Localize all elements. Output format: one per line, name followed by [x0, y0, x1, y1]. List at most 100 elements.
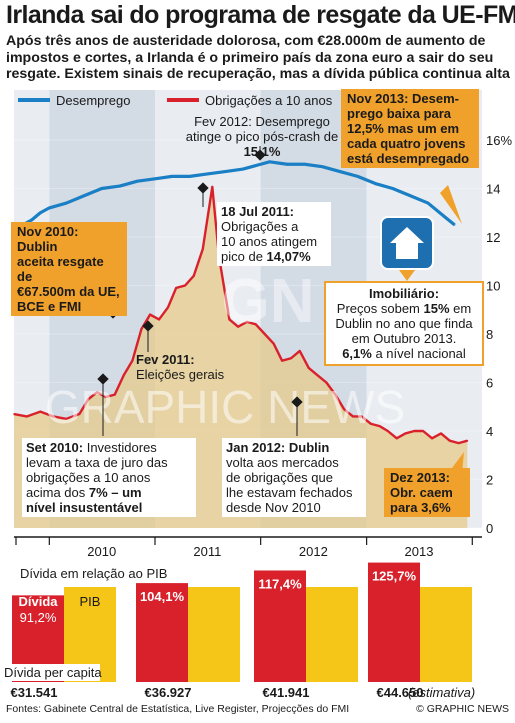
point-bonds: [325, 381, 328, 384]
point-bonds: [175, 287, 177, 289]
point-bonds: [334, 393, 337, 396]
point-bonds: [386, 430, 389, 432]
point-bonds: [65, 418, 68, 420]
annotation-set2010-line2: levam a taxa de juro das: [26, 455, 168, 470]
point-unemployment: [444, 216, 447, 219]
point-bonds: [25, 415, 28, 418]
bar-gdp-2012: [306, 587, 358, 682]
point-bonds: [378, 425, 381, 427]
annotation-nov2010-line4: BCE e FMI: [17, 299, 82, 314]
annotation-fev2012-value: 15,1%: [243, 144, 281, 159]
point-bonds: [237, 325, 239, 328]
legend: Desemprego Obrigações a 10 anos: [18, 93, 333, 108]
annotation-jul2011-line4: pico de: [221, 249, 263, 264]
point-unemployment: [83, 194, 85, 197]
point-bonds: [272, 342, 275, 345]
point-unemployment: [242, 168, 244, 170]
annotation-jan2012-line1: Jan 2012: Dublin: [226, 440, 330, 455]
annotation-jan2012: Jan 2012: Dublin volta aos mercados de o…: [222, 438, 366, 517]
annotation-nov2013-value: 12,5%: [347, 121, 384, 136]
annotation-dez2013-line3: para 3,6%: [390, 500, 451, 515]
bar-gdp-2011: [188, 587, 240, 682]
annotation-imobiliario-line2: em: [453, 301, 472, 316]
point-bonds: [422, 430, 424, 432]
series-line-bonds: [13, 185, 468, 445]
annotation-set2010: Set 2010: Investidores levam a taxa de j…: [22, 438, 196, 517]
annotation-jul2011-line2: Obrigações a: [221, 219, 299, 234]
bar-chart-title: Dívida em relação ao PIB: [20, 566, 167, 581]
point-bonds: [39, 410, 42, 413]
per-capita-value: €31.541: [11, 685, 58, 700]
y-tick-label: 2: [486, 473, 493, 488]
per-capita-value: €36.927: [145, 685, 192, 700]
legend-label-unemployment: Desemprego: [56, 93, 130, 108]
house-icon: [380, 216, 434, 281]
legend-label-bonds: Obrigações a 10 anos: [205, 93, 333, 108]
bar-data-label: 117,4%: [258, 576, 302, 591]
point-unemployment: [224, 170, 227, 173]
point-bonds: [211, 186, 214, 188]
point-bonds: [448, 439, 451, 442]
point-bonds: [167, 306, 169, 309]
point-unemployment: [339, 170, 341, 173]
x-tick-label: 2013: [405, 544, 434, 559]
annotation-set2010-line5: nível insustentável: [26, 500, 143, 515]
point-bonds: [457, 442, 460, 444]
annotation-jul2011-value: 14,07%: [266, 249, 311, 264]
page-title: Irlanda sai do programa de resgate da UE…: [6, 1, 515, 29]
point-unemployment: [409, 194, 412, 197]
annotation-imobiliario-value2: 6,1%: [342, 346, 372, 361]
watermark-logo: GN: [222, 267, 315, 336]
annotation-nov2013: Nov 2013: Desem- prego baixa para 12,5% …: [341, 89, 479, 168]
annotation-nov2013-line5: está desempregado: [347, 151, 470, 166]
point-bonds: [131, 359, 134, 362]
point-unemployment: [268, 161, 271, 163]
point-bonds: [78, 413, 81, 415]
point-bonds: [369, 422, 372, 425]
point-bonds: [96, 391, 98, 394]
point-bonds: [404, 432, 407, 435]
point-bonds: [343, 408, 345, 410]
y-tick-label: 6: [486, 376, 493, 391]
point-unemployment: [188, 175, 191, 178]
point-bonds: [158, 318, 160, 321]
annotation-jan2012-line4: lhe estavam fechados: [226, 485, 353, 500]
point-unemployment: [356, 175, 359, 178]
point-bonds: [228, 318, 231, 321]
y-tick-label: 4: [486, 424, 493, 439]
point-bonds: [395, 437, 398, 440]
annotation-jan2012-line5: desde Nov 2010: [226, 500, 321, 515]
annotation-dez2013-line2: Obr. caem: [390, 485, 453, 500]
annotation-jul2011-line1: 18 Jul 2011:: [221, 204, 294, 219]
point-bonds: [307, 367, 310, 369]
annotation-nov2013-line3: mas um em: [387, 121, 460, 136]
bar-data-label: 125,7%: [372, 569, 417, 584]
point-bonds: [201, 248, 204, 250]
per-capita-label-bg: [2, 664, 100, 681]
sources: Fontes: Gabinete Central de Estatística,…: [6, 703, 350, 715]
point-unemployment: [427, 202, 429, 204]
point-bonds: [13, 413, 15, 415]
annotation-set2010-line1b: Investidores: [86, 440, 157, 455]
per-capita-value: €44.650: [377, 685, 424, 700]
annotation-dez2013: Dez 2013: Obr. caem para 3,6%: [384, 468, 470, 517]
bar-debt-2012: [254, 570, 306, 682]
annotation-set2010-line3: obrigações a 10 anos: [26, 470, 151, 485]
point-bonds: [184, 284, 186, 287]
annotation-nov2010-value: €67.500m: [17, 284, 76, 299]
per-capita-value: €41.941: [263, 685, 310, 700]
point-bonds: [466, 439, 469, 442]
point-bonds: [104, 396, 107, 398]
point-bonds: [263, 333, 266, 335]
annotation-nov2010-line1: Nov 2010: Dublin: [17, 224, 79, 254]
watermark: GN GRAPHIC NEWS: [45, 267, 405, 433]
annotation-jan2012-line2: volta aos mercados: [226, 455, 339, 470]
y-tick-label: 0: [486, 521, 493, 536]
y-tick-label: 14: [486, 182, 500, 197]
x-tick-label: 2012: [299, 544, 328, 559]
point-unemployment: [65, 202, 68, 204]
point-unemployment: [303, 163, 306, 166]
point-unemployment: [374, 182, 377, 185]
point-unemployment: [171, 175, 173, 178]
